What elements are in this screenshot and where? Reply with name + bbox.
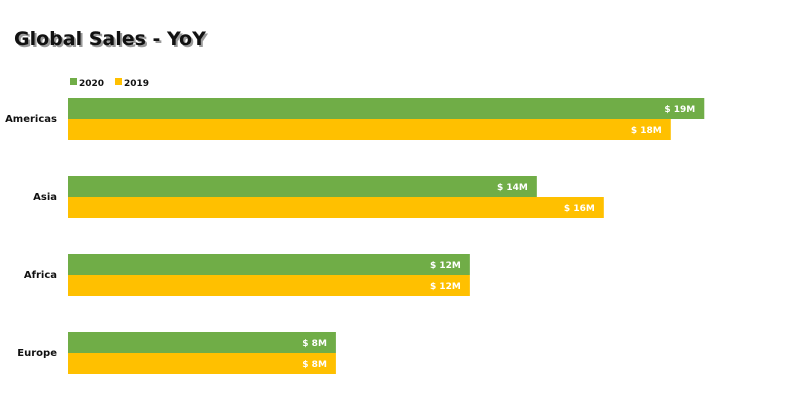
data-label-2020-americas: $ 19M (664, 105, 695, 115)
data-label-2019-asia: $ 16M (564, 204, 595, 214)
legend-swatch-2020 (70, 78, 77, 85)
y-tick-label-asia: Asia (33, 192, 57, 203)
bar-2019-europe (68, 353, 336, 374)
y-axis-ticks: Americas Asia Africa Europe (5, 114, 57, 359)
legend: 2020 2019 (70, 78, 149, 89)
data-label-2020-asia: $ 14M (497, 183, 528, 193)
data-label-2020-europe: $ 8M (302, 339, 327, 349)
y-tick-label-americas: Americas (5, 114, 57, 125)
bar-2020-asia (68, 176, 537, 197)
chart-title: Global Sales - YoY (14, 28, 206, 50)
bars: $ 19M $ 18M $ 14M $ 16M $ 12M $ 12M $ 8M $ 8M (68, 98, 705, 374)
bar-2020-americas (68, 98, 705, 119)
y-tick-label-africa: Africa (24, 270, 57, 281)
bar-2019-americas (68, 119, 671, 140)
legend-swatch-2019 (115, 78, 122, 85)
data-label-2019-americas: $ 18M (631, 126, 662, 136)
y-tick-label-europe: Europe (17, 348, 57, 359)
bar-2020-europe (68, 332, 336, 353)
bar-2019-africa (68, 275, 470, 296)
data-label-2019-africa: $ 12M (430, 282, 461, 292)
chart-title-shadow: Global Sales - YoY (16, 30, 208, 52)
legend-label-2020: 2020 (79, 79, 104, 89)
bar-2019-asia (68, 197, 604, 218)
bar-2020-africa (68, 254, 470, 275)
data-label-2019-europe: $ 8M (302, 360, 327, 370)
legend-label-2019: 2019 (124, 79, 149, 89)
data-label-2020-africa: $ 12M (430, 261, 461, 271)
